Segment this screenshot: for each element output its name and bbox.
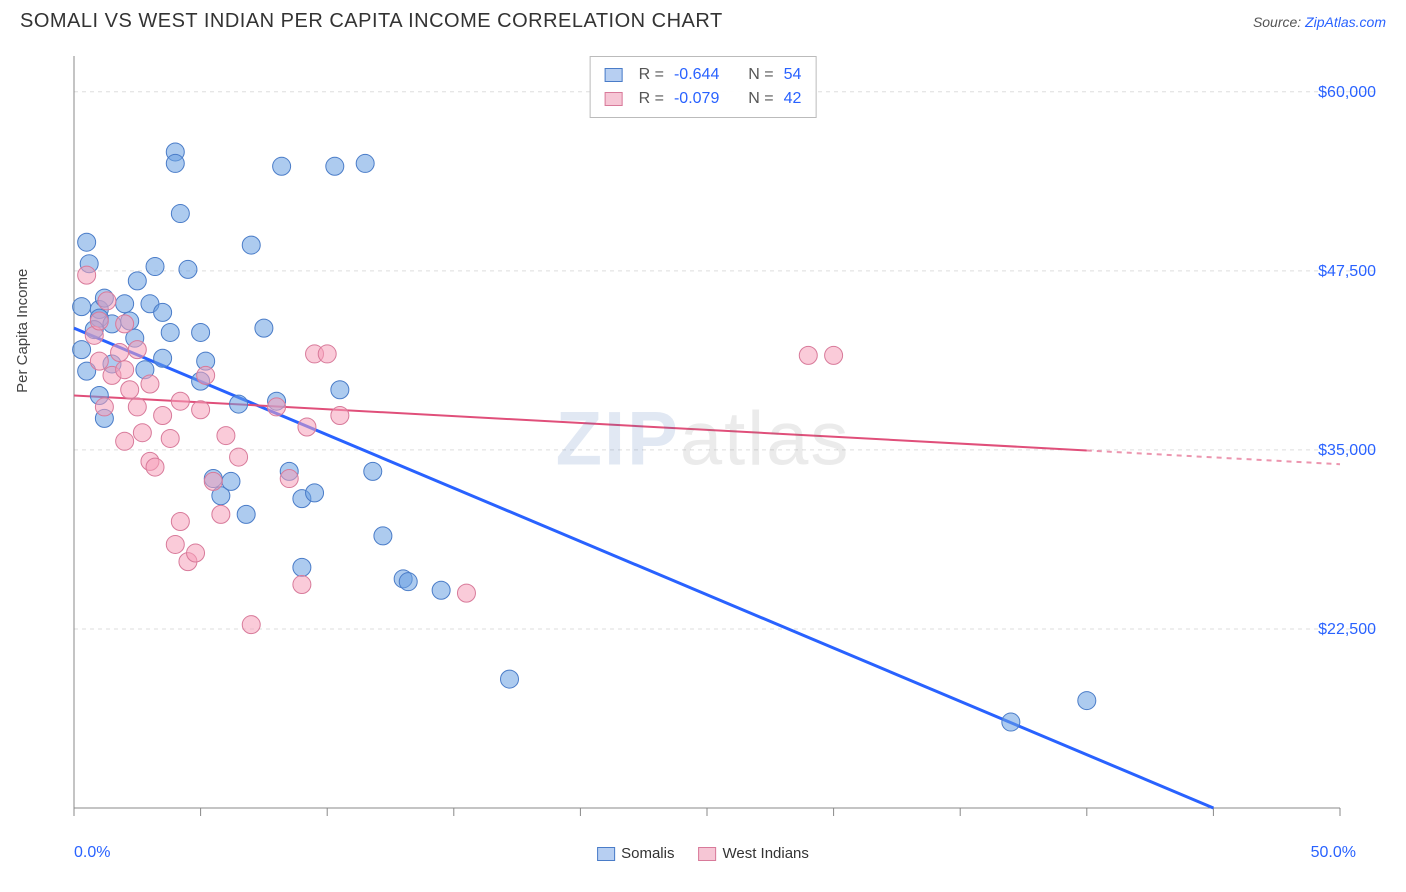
n-label: N =	[748, 63, 773, 87]
legend-item: West Indians	[698, 845, 808, 862]
n-label: N =	[748, 87, 773, 111]
legend-row: R = -0.079 N = 42	[605, 87, 802, 111]
n-value: 42	[784, 87, 802, 111]
r-value: -0.079	[674, 87, 719, 111]
y-axis-label: Per Capita Income	[14, 269, 31, 393]
source-link[interactable]: ZipAtlas.com	[1305, 14, 1386, 30]
source-attribution: Source: ZipAtlas.com	[1253, 14, 1386, 30]
legend-item: Somalis	[597, 845, 674, 862]
scatter-chart: $22,500 $35,000 $47,500 $60,000	[20, 48, 1386, 858]
source-label: Source:	[1253, 14, 1301, 30]
series-legend: Somalis West Indians	[597, 845, 809, 862]
x-max-label: 50.0%	[1311, 844, 1356, 862]
r-label: R =	[639, 87, 664, 111]
legend-swatch	[605, 92, 623, 106]
svg-text:$60,000: $60,000	[1318, 84, 1376, 101]
r-label: R =	[639, 63, 664, 87]
x-min-label: 0.0%	[74, 844, 110, 862]
svg-text:$22,500: $22,500	[1318, 621, 1376, 638]
legend-swatch	[605, 68, 623, 82]
chart-title: SOMALI VS WEST INDIAN PER CAPITA INCOME …	[20, 10, 723, 33]
n-value: 54	[784, 63, 802, 87]
header: SOMALI VS WEST INDIAN PER CAPITA INCOME …	[0, 0, 1406, 39]
legend-swatch	[597, 847, 615, 861]
svg-text:$35,000: $35,000	[1318, 442, 1376, 459]
chart-area: Per Capita Income $22,500$35,000$47,500$…	[20, 48, 1386, 862]
legend-label: Somalis	[621, 845, 674, 862]
legend-swatch	[698, 847, 716, 861]
legend-label: West Indians	[722, 845, 808, 862]
correlation-legend: R = -0.644 N = 54 R = -0.079 N = 42	[590, 56, 817, 118]
legend-row: R = -0.644 N = 54	[605, 63, 802, 87]
svg-text:$47,500: $47,500	[1318, 263, 1376, 280]
r-value: -0.644	[674, 63, 719, 87]
